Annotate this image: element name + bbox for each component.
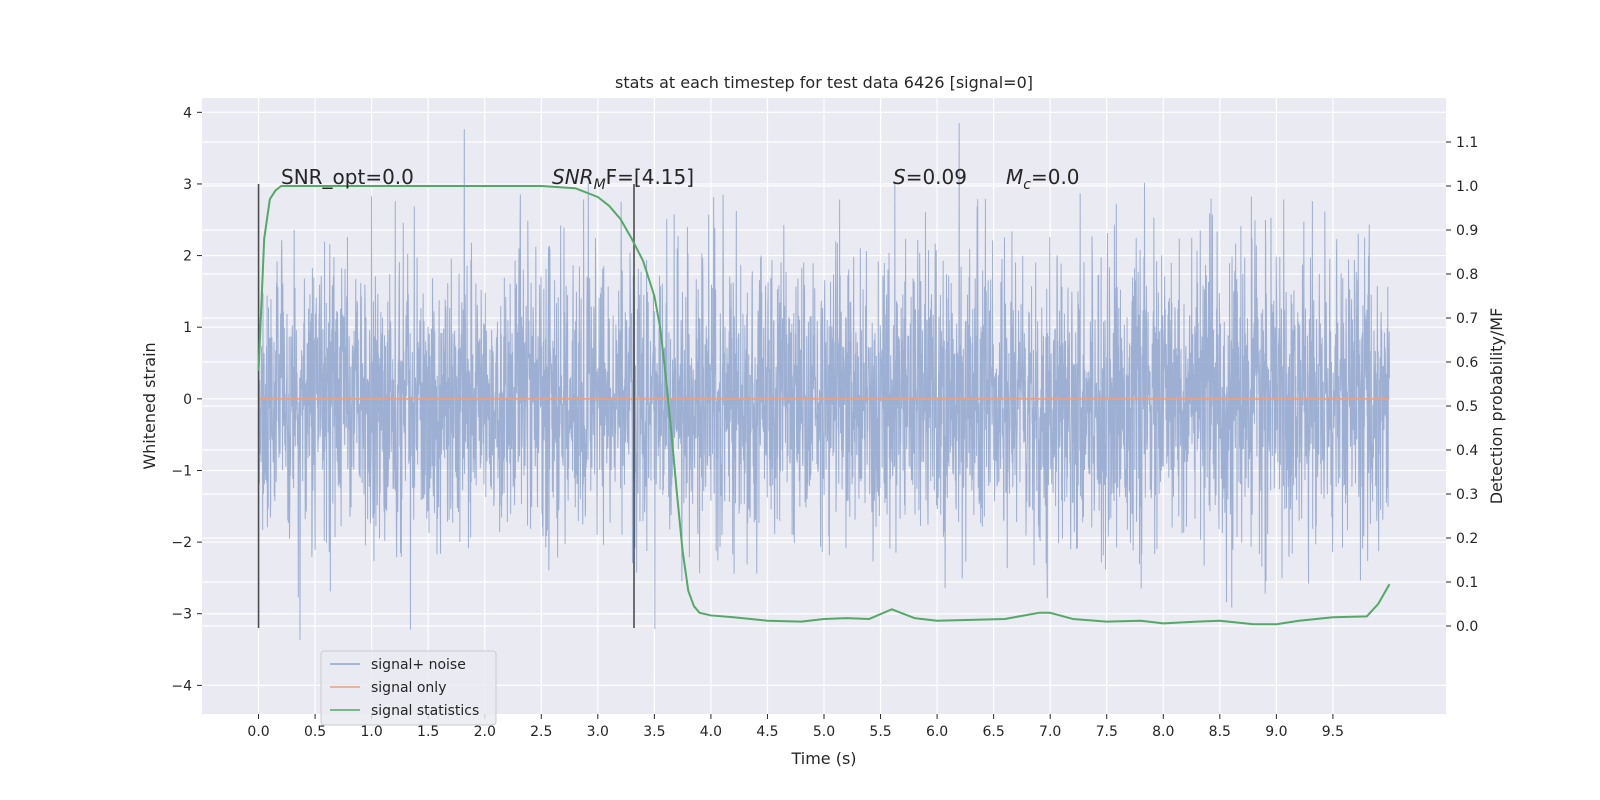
y2-tick-label-2: 0.2 — [1456, 531, 1478, 547]
vertical-markers — [257, 183, 635, 629]
legend-box — [320, 650, 497, 726]
y2-axis-ticks: 0.0 0.1 0.2 0.3 0.4 0.5 0.6 0.7 0.8 0.9 1.0 1.1 — [1446, 135, 1478, 635]
y-tick-label-4: 0 — [183, 392, 192, 408]
annotation-s: S=0.09 — [893, 165, 967, 189]
y-tick-label-6: 2 — [183, 249, 192, 265]
x-tick-label-9: 4.5 — [756, 724, 778, 740]
signal-statistics-line — [257, 185, 1391, 626]
x-tick-label-18: 9.0 — [1265, 724, 1287, 740]
annotation-snr-mf: SNRMF=[4.15] — [552, 165, 694, 193]
x-tick-label-15: 7.5 — [1096, 724, 1118, 740]
x-tick-label-19: 9.5 — [1322, 724, 1344, 740]
s-main: S — [893, 165, 906, 189]
y2-tick-label-0: 0.0 — [1456, 619, 1478, 635]
legend-label-stats: signal statistics — [371, 703, 479, 719]
y-tick-label-8: 4 — [183, 105, 192, 121]
y-tick-label-2: −2 — [171, 535, 192, 551]
annotation-snr-opt: SNR_opt=0.0 — [281, 165, 414, 189]
y-tick-label-0: −4 — [171, 678, 192, 694]
x-tick-label-8: 4.0 — [700, 724, 722, 740]
chart-title: stats at each timestep for test data 642… — [615, 73, 1033, 92]
snr-mf-main: SNR — [552, 165, 594, 189]
series-signal-statistics — [257, 185, 1391, 626]
mc-sub: c — [1023, 177, 1031, 193]
x-axis-label: Time (s) — [790, 749, 856, 768]
y2-tick-label-9: 0.9 — [1456, 223, 1478, 239]
y2-tick-label-3: 0.3 — [1456, 487, 1478, 503]
legend: signal+ noise signal only signal statist… — [320, 650, 497, 726]
x-tick-label-5: 2.5 — [530, 724, 552, 740]
y-tick-label-1: −3 — [171, 607, 192, 623]
x-tick-label-4: 2.0 — [474, 724, 496, 740]
annotation-mc: Mc=0.0 — [1006, 165, 1080, 193]
mc-main: M — [1006, 165, 1023, 189]
x-tick-label-12: 6.0 — [926, 724, 948, 740]
mc-rest: =0.0 — [1031, 165, 1080, 189]
y2-axis-label: Detection probability/MF — [1487, 308, 1506, 505]
legend-label-signal: signal only — [371, 680, 446, 696]
legend-label-noise: signal+ noise — [371, 657, 466, 673]
x-tick-label-10: 5.0 — [813, 724, 835, 740]
y-tick-label-7: 3 — [183, 177, 192, 193]
y-axis-label: Whitened strain — [140, 342, 159, 469]
y-tick-label-5: 1 — [183, 320, 192, 336]
x-tick-label-11: 5.5 — [869, 724, 891, 740]
x-tick-label-16: 8.0 — [1152, 724, 1174, 740]
x-tick-label-6: 3.0 — [587, 724, 609, 740]
x-tick-label-17: 8.5 — [1209, 724, 1231, 740]
x-tick-label-14: 7.0 — [1039, 724, 1061, 740]
s-rest: =0.09 — [906, 165, 967, 189]
y-axis-ticks: −4 −3 −2 −1 0 1 2 3 4 — [171, 105, 202, 694]
y2-tick-label-5: 0.5 — [1456, 399, 1478, 415]
x-tick-label-13: 6.5 — [983, 724, 1005, 740]
y2-tick-label-1: 0.1 — [1456, 575, 1478, 591]
noise-trace — [258, 123, 1390, 641]
x-tick-label-0: 0.0 — [247, 724, 269, 740]
series-signal-noise — [258, 123, 1390, 641]
y2-tick-label-6: 0.6 — [1456, 355, 1478, 371]
x-tick-label-2: 1.0 — [361, 724, 383, 740]
x-axis-ticks: 0.0 0.5 1.0 1.5 2.0 2.5 3.0 3.5 4.0 4.5 5.0 5.5 6.0 6… — [247, 714, 1344, 740]
y2-tick-label-7: 0.7 — [1456, 311, 1478, 327]
y-tick-label-3: −1 — [171, 463, 192, 479]
x-tick-label-7: 3.5 — [643, 724, 665, 740]
y2-tick-label-10: 1.0 — [1456, 179, 1478, 195]
snr-mf-rest: F=[4.15] — [606, 165, 694, 189]
y2-tick-label-4: 0.4 — [1456, 443, 1478, 459]
x-tick-label-3: 1.5 — [417, 724, 439, 740]
y2-tick-label-11: 1.1 — [1456, 135, 1478, 151]
x-tick-label-1: 0.5 — [304, 724, 326, 740]
y2-tick-label-8: 0.8 — [1456, 267, 1478, 283]
snr-mf-sub: M — [594, 177, 606, 193]
